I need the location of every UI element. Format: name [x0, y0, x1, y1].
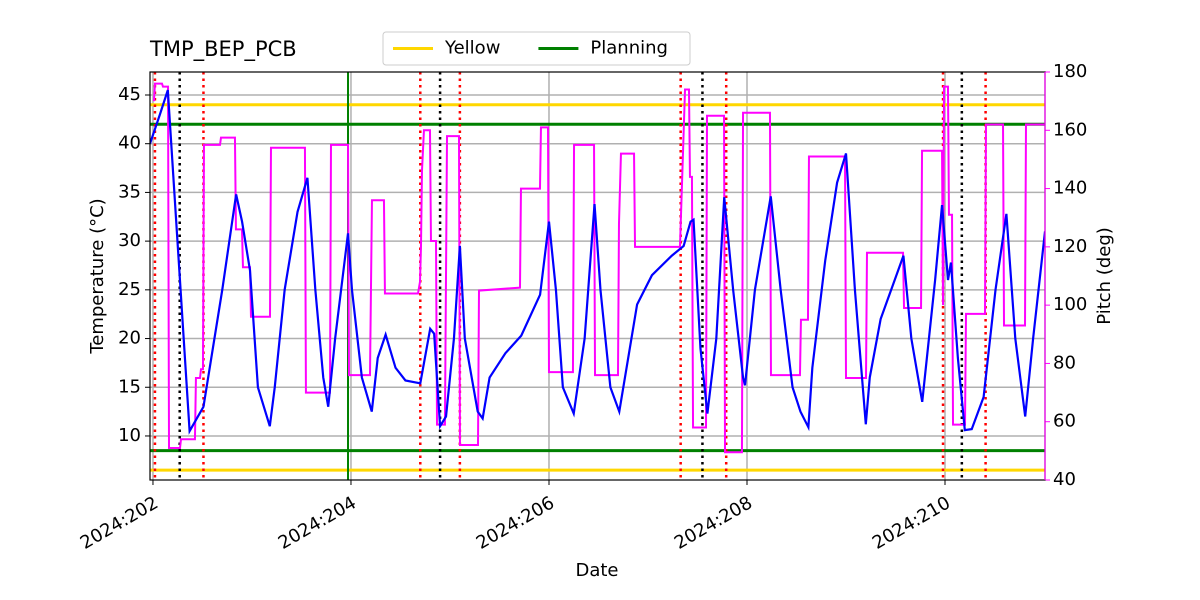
- y-tick-label: 20: [118, 328, 141, 349]
- y2-tick-label: 40: [1053, 469, 1076, 490]
- y-tick-label: 15: [118, 376, 141, 397]
- plot-area: [150, 72, 1045, 480]
- x-tick-label: 2024:202: [77, 492, 162, 553]
- legend: [382, 31, 691, 66]
- y-axis-label: Temperature (°C): [87, 198, 108, 354]
- y2-axis-label: Pitch (deg): [1094, 227, 1115, 325]
- y2-tick-label: 120: [1053, 236, 1087, 257]
- legend-label: Yellow: [444, 38, 500, 59]
- data-line: [150, 89, 1045, 435]
- y-tick-label: 40: [118, 133, 141, 154]
- legend-label: Planning: [590, 38, 668, 59]
- y2-tick-label: 100: [1053, 294, 1087, 315]
- y-tick-label: 10: [118, 425, 141, 446]
- x-tick-label: 2024:210: [869, 492, 954, 553]
- y2-tick-label: 60: [1053, 411, 1076, 432]
- x-tick-label: 2024:204: [275, 492, 360, 553]
- y2-tick-label: 160: [1053, 119, 1087, 140]
- y2-tick-label: 180: [1053, 61, 1087, 82]
- y-tick-label: 30: [118, 230, 141, 251]
- data-line: [152, 82, 1045, 454]
- y-tick-label: 25: [118, 279, 141, 300]
- y2-tick-label: 140: [1053, 178, 1087, 199]
- y2-tick-label: 80: [1053, 352, 1076, 373]
- x-axis-label: Date: [575, 560, 618, 581]
- plot-frame: [149, 71, 1046, 481]
- chart-title: TMP_BEP_PCB: [149, 37, 297, 62]
- y-tick-label: 35: [118, 181, 141, 202]
- x-tick-label: 2024:206: [473, 492, 558, 553]
- x-tick-label: 2024:208: [671, 492, 756, 553]
- y-tick-label: 45: [118, 84, 141, 105]
